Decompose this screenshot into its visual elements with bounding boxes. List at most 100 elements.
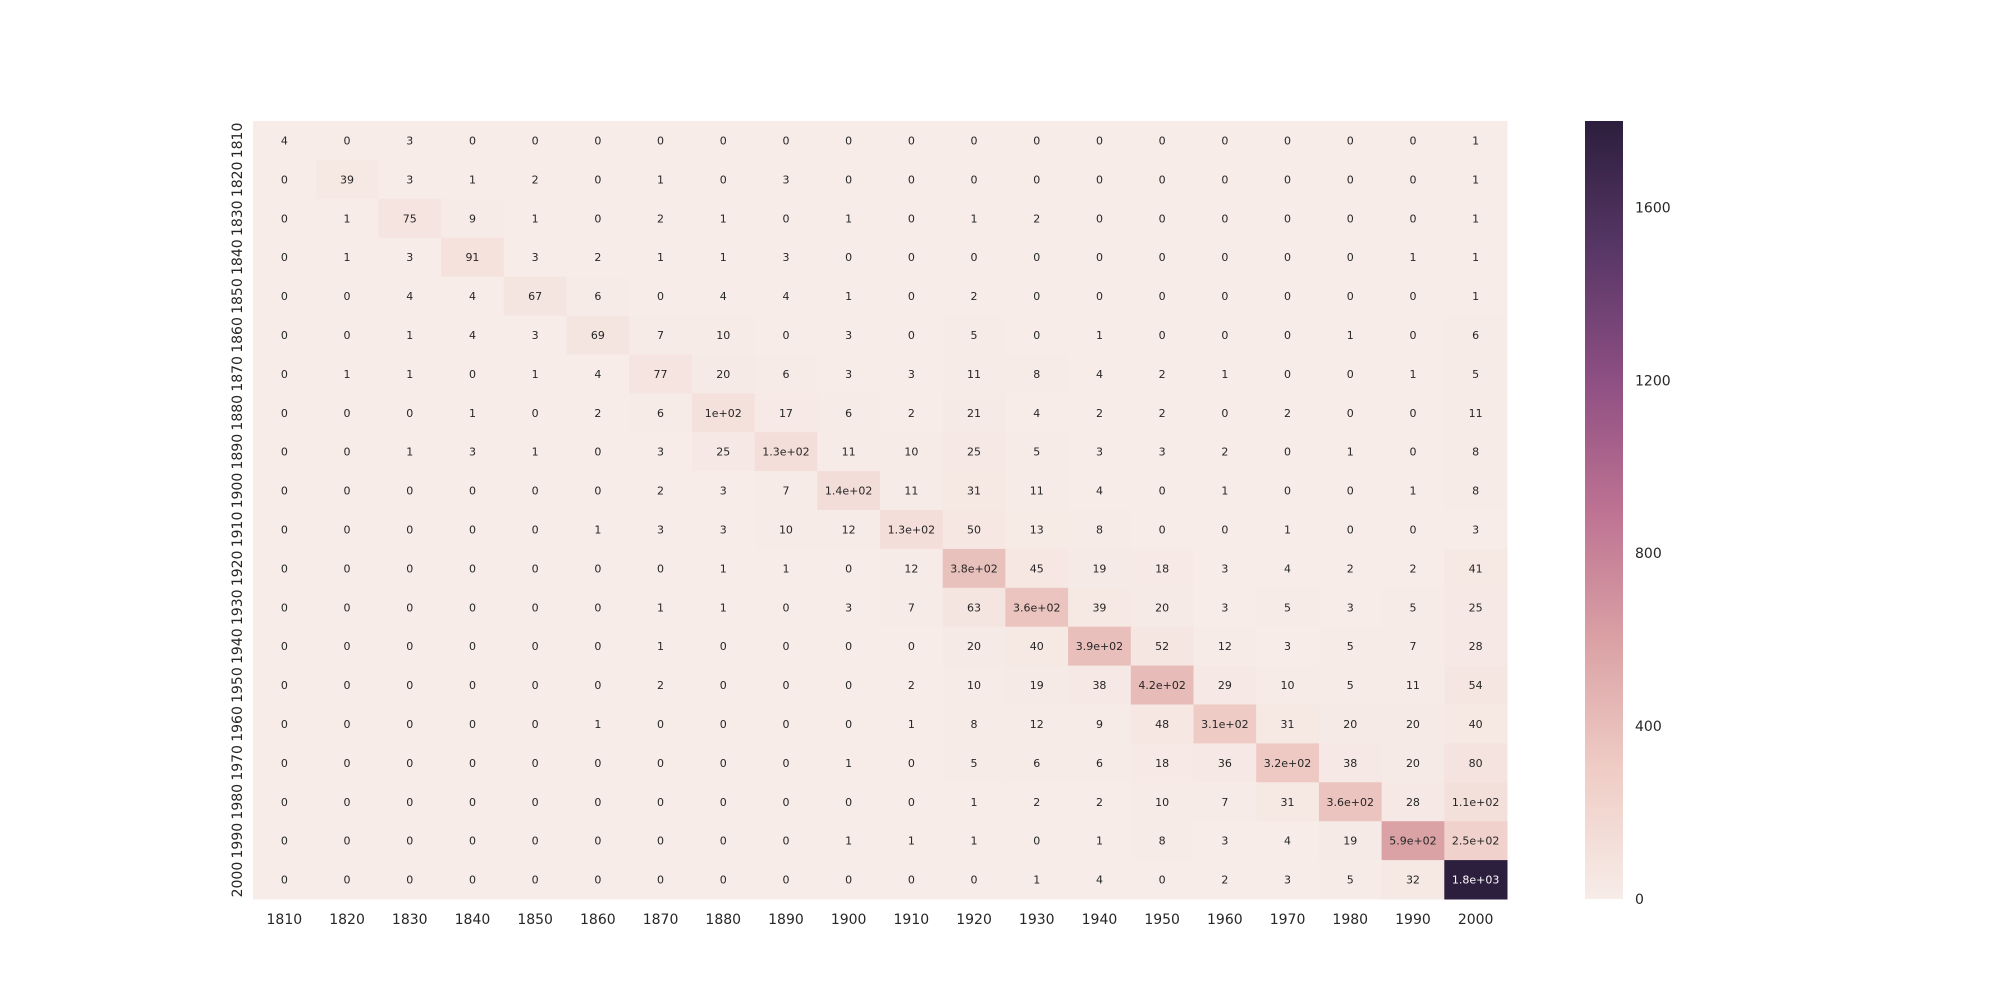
heatmap-cell [1193,121,1257,161]
cell-value-label: 28 [1406,796,1420,809]
heatmap-cell [441,276,505,316]
cell-value-label: 0 [469,523,476,536]
heatmap-cell [1193,510,1257,550]
heatmap-cell [880,471,944,511]
cell-value-label: 0 [1159,290,1166,303]
heatmap-cell [1256,626,1320,667]
heatmap-cell [566,587,630,628]
heatmap-cell [1318,704,1383,744]
heatmap-cell [1444,432,1508,472]
y-tick-label: 1810 [230,123,246,159]
heatmap-cell [1381,587,1445,628]
heatmap-cell [253,237,317,278]
heatmap-cell [1193,665,1257,705]
cell-value-label: 5 [1409,601,1416,614]
heatmap-cell [1256,354,1320,394]
cell-value-label: 25 [1469,601,1483,614]
heatmap-cell [566,821,630,861]
heatmap-cell [880,860,944,900]
cell-value-label: 4 [594,368,601,381]
heatmap-cell [503,159,567,200]
y-tick-label: 1850 [230,278,246,314]
heatmap-cell [1005,587,1069,628]
heatmap-cell [1444,860,1508,900]
heatmap-cell [1444,626,1508,667]
heatmap-cell [441,782,505,822]
heatmap-cell [1256,315,1320,355]
heatmap-cell [503,432,567,472]
cell-value-label: 0 [782,718,789,731]
heatmap-cell [253,432,317,472]
heatmap-cell [1381,432,1445,472]
heatmap-cell [1193,159,1257,200]
heatmap-cell [1444,276,1508,316]
heatmap-cell [880,626,944,667]
cell-value-label: 0 [657,757,664,770]
heatmap-cell [315,276,379,316]
cell-value-label: 7 [782,485,789,498]
cell-value-label: 1 [971,835,978,848]
heatmap-cell [378,471,442,511]
cell-value-label: 18 [1155,562,1169,575]
heatmap-cell [1130,743,1194,783]
heatmap-cell [691,121,756,161]
cell-value-label: 0 [908,290,915,303]
cell-value-label: 0 [469,368,476,381]
cell-value-label: 17 [779,407,793,420]
cell-value-label: 0 [344,757,351,770]
x-tick-label: 1950 [1144,912,1180,928]
heatmap-cell [1068,587,1132,628]
cell-value-label: 0 [281,835,288,848]
cell-value-label: 0 [532,134,539,147]
heatmap-cell [691,821,756,861]
cell-value-label: 3 [782,251,789,264]
cell-value-label: 0 [1221,134,1228,147]
heatmap-cell [817,587,881,628]
x-tick-label: 1880 [705,912,741,928]
heatmap-cell [1005,510,1069,550]
heatmap-cell [1444,548,1508,589]
heatmap-cell [629,821,693,861]
cell-value-label: 0 [406,485,413,498]
heatmap-cell [817,860,881,900]
cell-value-label: 1 [532,368,539,381]
cell-value-label: 1 [782,562,789,575]
heatmap-cell [1381,276,1445,316]
heatmap-cell [1068,626,1132,667]
heatmap-cell [880,587,944,628]
heatmap-cell [315,432,379,472]
cell-value-label: 28 [1469,640,1483,653]
heatmap-cell [503,354,567,394]
heatmap-cell [566,276,630,316]
cell-value-label: 3 [1472,523,1479,536]
cell-value-label: 0 [406,601,413,614]
cell-value-label: 3 [1159,446,1166,459]
heatmap-cell [315,315,379,355]
heatmap-cell [817,782,881,822]
heatmap-cell [1381,354,1445,394]
heatmap-cell [315,821,379,861]
cell-value-label: 0 [1284,173,1291,186]
heatmap-cell [441,198,505,239]
cell-value-label: 1 [1221,368,1228,381]
cell-value-label: 0 [281,562,288,575]
heatmap-cell [253,743,317,783]
cell-value-label: 0 [469,718,476,731]
cell-value-label: 80 [1469,757,1483,770]
heatmap-cell [378,276,442,316]
heatmap-cell [817,665,881,705]
cell-value-label: 0 [344,640,351,653]
heatmap-cell [629,510,693,550]
cell-value-label: 11 [904,485,918,498]
heatmap-cell [754,315,818,355]
cell-value-label: 0 [281,485,288,498]
heatmap-cell [503,315,567,355]
cell-value-label: 0 [406,835,413,848]
cell-value-label: 0 [469,134,476,147]
cell-value-label: 3 [469,446,476,459]
y-tick-label: 1950 [230,667,246,703]
heatmap-cell [1256,548,1320,589]
heatmap-cell [1256,198,1320,239]
heatmap-cell [1005,471,1069,511]
heatmap-cell [942,782,1006,822]
